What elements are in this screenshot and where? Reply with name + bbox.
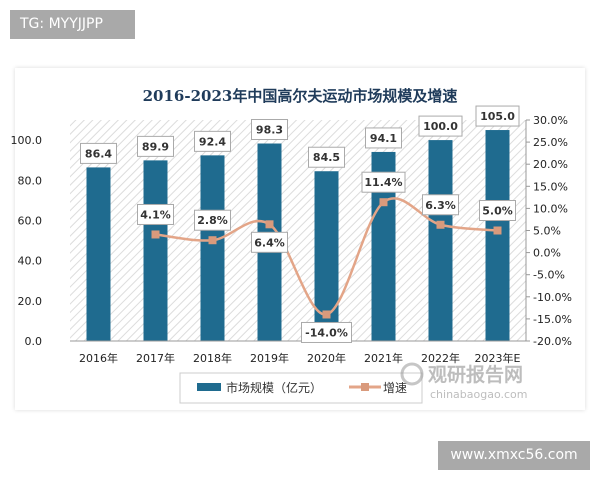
growth-value-label: 5.0% <box>482 205 513 218</box>
y-right-tick-label: 5.0% <box>533 225 561 238</box>
growth-value-label: 6.4% <box>254 236 285 249</box>
x-tick-label: 2017年 <box>136 351 175 365</box>
source-logo-url: chinabaogao.com <box>430 388 528 401</box>
y-right-tick-label: 25.0% <box>533 136 568 149</box>
bar <box>143 160 168 341</box>
y-left-tick-label: 40.0 <box>18 255 43 268</box>
growth-value-label: -14.0% <box>305 326 348 339</box>
growth-value-label: 4.1% <box>140 208 171 221</box>
y-left-tick-label: 80.0 <box>18 174 43 187</box>
growth-value-label-box <box>422 194 459 216</box>
bar-value-label-box <box>308 146 345 168</box>
legend-bar-label: 市场规模（亿元） <box>226 380 322 395</box>
x-tick-label: 2018年 <box>193 351 232 365</box>
x-tick-label: 2023年E <box>475 351 521 365</box>
bar-value-label-box <box>137 135 174 157</box>
y-right-tick-label: -10.0% <box>533 291 572 304</box>
x-tick-label: 2022年 <box>421 351 460 365</box>
x-tick-label: 2020年 <box>307 351 346 365</box>
chart-title: 2016-2023年中国高尔夫运动市场规模及增速 <box>143 87 458 105</box>
watermark-bottom: www.xmxc56.com <box>438 441 590 470</box>
y-right-tick-label: -15.0% <box>533 313 572 326</box>
bar-value-label-box <box>80 142 117 164</box>
y-right-tick-label: -5.0% <box>533 269 565 282</box>
legend-line-marker <box>361 383 369 391</box>
growth-value-label-box <box>301 321 352 343</box>
source-logo-name: 观研报告网 <box>428 363 523 386</box>
y-left-tick-label: 60.0 <box>18 214 43 227</box>
growth-marker <box>379 198 388 207</box>
y-right-tick-label: -20.0% <box>533 335 572 348</box>
source-logo-icon <box>400 362 424 386</box>
bar-value-label-box <box>475 105 520 127</box>
bar <box>200 155 225 341</box>
bar-value-label-box <box>194 130 231 152</box>
legend-bar-swatch <box>197 383 221 391</box>
growth-marker <box>151 230 160 239</box>
bar-value-label: 89.9 <box>142 140 169 153</box>
y-right-tick-label: 10.0% <box>533 202 568 215</box>
growth-marker <box>493 226 502 235</box>
legend: 市场规模（亿元） 增速 <box>179 372 423 404</box>
legend-line-label: 增速 <box>383 381 407 395</box>
x-tick-label: 2019年 <box>250 351 289 365</box>
y-left-tick-label: 0.0 <box>25 335 43 348</box>
growth-value-label: 11.4% <box>364 176 402 189</box>
bar-value-label-box <box>418 115 463 137</box>
growth-marker <box>265 220 274 229</box>
bar-value-label: 100.0 <box>423 120 458 133</box>
y-right-tick-label: 0.0% <box>533 247 561 260</box>
growth-value-label-box <box>361 171 406 193</box>
growth-marker <box>322 310 331 319</box>
bar-value-label-box <box>365 127 402 149</box>
y-right-tick-label: 15.0% <box>533 180 568 193</box>
growth-value-label-box <box>479 200 516 221</box>
growth-value-label-box <box>251 231 288 253</box>
growth-marker <box>436 220 445 229</box>
bar <box>428 140 453 341</box>
y-right-tick-label: 20.0% <box>533 158 568 171</box>
bar <box>86 167 111 341</box>
y-right-tick-label: 30.0% <box>533 114 568 127</box>
bar <box>485 130 510 341</box>
x-tick-label: 2016年 <box>79 351 118 365</box>
bar-value-label: 86.4 <box>85 147 112 160</box>
bar-value-label-box <box>251 119 288 141</box>
growth-value-label-box <box>194 209 231 231</box>
y-left-tick-label: 100.0 <box>11 134 43 147</box>
growth-marker <box>208 236 217 245</box>
bar-value-label: 84.5 <box>313 151 340 164</box>
x-tick-label: 2021年 <box>364 351 403 365</box>
y-left-tick-label: 20.0 <box>18 295 43 308</box>
bar-value-label: 94.1 <box>370 132 397 145</box>
growth-value-label: 6.3% <box>425 199 456 212</box>
watermark-top: TG: MYYJJPP <box>10 10 135 39</box>
source-logo: 观研报告网 chinabaogao.com <box>400 362 528 401</box>
growth-value-label-box <box>137 203 174 225</box>
bar-value-label: 92.4 <box>199 135 226 148</box>
bar-value-label: 105.0 <box>480 110 515 123</box>
bar-value-label: 98.3 <box>256 124 283 137</box>
growth-value-label: 2.8% <box>197 214 228 227</box>
